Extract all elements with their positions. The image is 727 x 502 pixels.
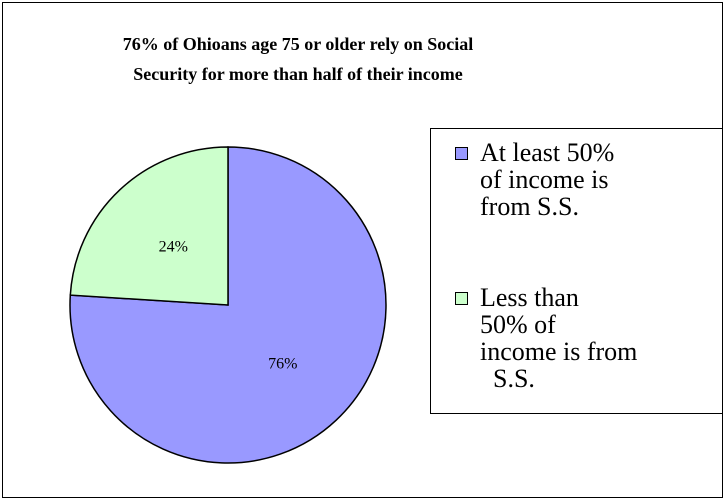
pie-slice-label: 24% — [159, 239, 188, 256]
legend-swatch-less-than-50 — [455, 292, 468, 305]
legend-label-line: S.S. — [480, 364, 535, 393]
chart-title: 76% of Ohioans age 75 or older rely on S… — [63, 29, 533, 89]
legend-label-line: 50% of — [480, 310, 556, 339]
legend-label-line: of income is — [480, 165, 609, 194]
legend-label-line: At least 50% — [480, 138, 615, 167]
legend: At least 50% of income is from S.S. Less… — [430, 128, 723, 414]
pie-slice-label: 76% — [268, 355, 297, 372]
pie-slice — [69, 146, 229, 306]
legend-label-at-least-50: At least 50% of income is from S.S. — [480, 139, 700, 220]
legend-label-line: Less than — [480, 283, 579, 312]
legend-label-line: from S.S. — [480, 192, 579, 221]
legend-label-line: income is from — [480, 337, 638, 366]
legend-swatch-at-least-50 — [455, 147, 468, 160]
chart-title-line-2: Security for more than half of their inc… — [133, 64, 463, 84]
chart-title-line-1: 76% of Ohioans age 75 or older rely on S… — [122, 34, 474, 54]
legend-label-less-than-50: Less than 50% of income is from S.S. — [480, 284, 700, 392]
